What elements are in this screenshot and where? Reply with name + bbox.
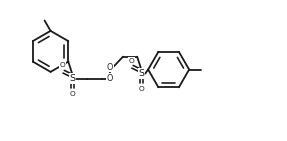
Text: S: S: [138, 69, 144, 78]
Text: O: O: [138, 86, 144, 92]
Text: O: O: [69, 91, 75, 97]
Text: S: S: [69, 74, 75, 83]
Text: O: O: [107, 63, 113, 72]
Text: O: O: [107, 74, 113, 83]
Text: O: O: [59, 62, 65, 68]
Text: O: O: [128, 58, 134, 64]
